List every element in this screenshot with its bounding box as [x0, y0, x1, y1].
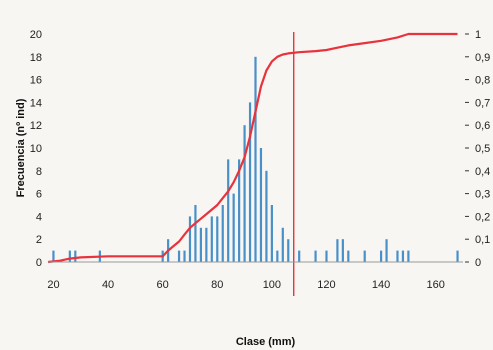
frequency-bar [254, 56, 257, 262]
x-tick-label: 60 [157, 279, 169, 291]
frequency-bar [248, 102, 252, 263]
frequency-bar [259, 148, 263, 262]
frequency-bar [68, 250, 71, 262]
secondary-y-axis-ticks: 0 0,1 0,2 0,3 0,4 0,5 0,6 0,7 0,8 0,9 1 [465, 29, 490, 269]
y-axis-ticks: 0 2 4 6 8 10 12 14 16 18 20 [30, 29, 42, 269]
x-axis-label: Clase (mm) [236, 336, 296, 348]
frequency-bar [341, 239, 344, 262]
frequency-bar [52, 250, 55, 262]
frequency-bar [281, 227, 284, 262]
y-tick-label: 8 [36, 166, 42, 178]
y-tick-label: 14 [30, 97, 42, 109]
frequency-bar [407, 250, 410, 262]
frequency-bar [232, 193, 235, 262]
y-axis-label: Frecuencia (nº ind) [15, 98, 27, 197]
frequency-bar [287, 239, 290, 262]
frequency-bar [401, 250, 405, 262]
frequency-bar [74, 250, 77, 262]
frequency-bar [243, 125, 246, 262]
frequency-bar [347, 250, 350, 262]
x-tick-label: 120 [317, 279, 335, 291]
frequency-bar [188, 216, 192, 262]
y2-tick-label: 0,5 [475, 143, 490, 155]
x-tick-label: 40 [102, 279, 114, 291]
frequency-bars [52, 56, 459, 263]
frequency-bar [238, 159, 241, 262]
frequency-bar [456, 250, 459, 262]
frequency-bar [270, 205, 273, 262]
y2-tick-label: 0,9 [475, 52, 490, 64]
y-tick-label: 16 [30, 75, 42, 87]
frequency-bar [177, 250, 181, 262]
frequency-bar [298, 250, 301, 262]
frequency-bar [216, 216, 219, 262]
y2-tick-label: 0,2 [475, 211, 490, 223]
y2-tick-label: 0,7 [475, 97, 490, 109]
y2-tick-label: 0,1 [475, 234, 490, 246]
y-tick-label: 20 [30, 29, 42, 41]
frequency-bar [363, 250, 366, 262]
frequency-bar [336, 239, 339, 262]
x-tick-label: 80 [211, 279, 223, 291]
y2-tick-label: 0,4 [475, 166, 490, 178]
y2-tick-label: 1 [475, 29, 481, 41]
frequency-bar [205, 227, 208, 262]
frequency-bar [227, 159, 230, 262]
x-tick-label: 20 [47, 279, 59, 291]
cumulative-series [47, 32, 458, 264]
frequency-bar [385, 239, 388, 262]
y-tick-label: 18 [30, 52, 42, 64]
y-tick-label: 6 [36, 189, 42, 201]
x-axis-ticks: 20 40 60 80 100 120 140 160 [47, 279, 445, 291]
frequency-bar [265, 170, 268, 262]
frequency-bar [221, 205, 224, 262]
y-tick-label: 12 [30, 120, 42, 132]
frequency-bar [183, 250, 186, 262]
y2-tick-label: 0,6 [475, 120, 490, 132]
y-tick-label: 4 [36, 211, 42, 223]
frequency-bar [194, 205, 197, 262]
frequency-bar [199, 227, 202, 262]
frequency-bar [396, 250, 399, 262]
y2-tick-label: 0 [475, 257, 481, 269]
y-tick-label: 2 [36, 234, 42, 246]
y2-tick-label: 0,8 [475, 75, 490, 87]
frequency-bar [314, 250, 317, 262]
cumulative-line [47, 32, 458, 264]
x-tick-label: 140 [372, 279, 390, 291]
y-tick-label: 0 [36, 257, 42, 269]
y-tick-label: 10 [30, 143, 42, 155]
frequency-bar [325, 250, 328, 262]
frequency-bar [379, 250, 383, 262]
y2-tick-label: 0,3 [475, 189, 490, 201]
frequency-bar [276, 250, 279, 262]
x-tick-label: 100 [263, 279, 281, 291]
frequency-bar [210, 216, 213, 262]
x-tick-label: 160 [427, 279, 445, 291]
